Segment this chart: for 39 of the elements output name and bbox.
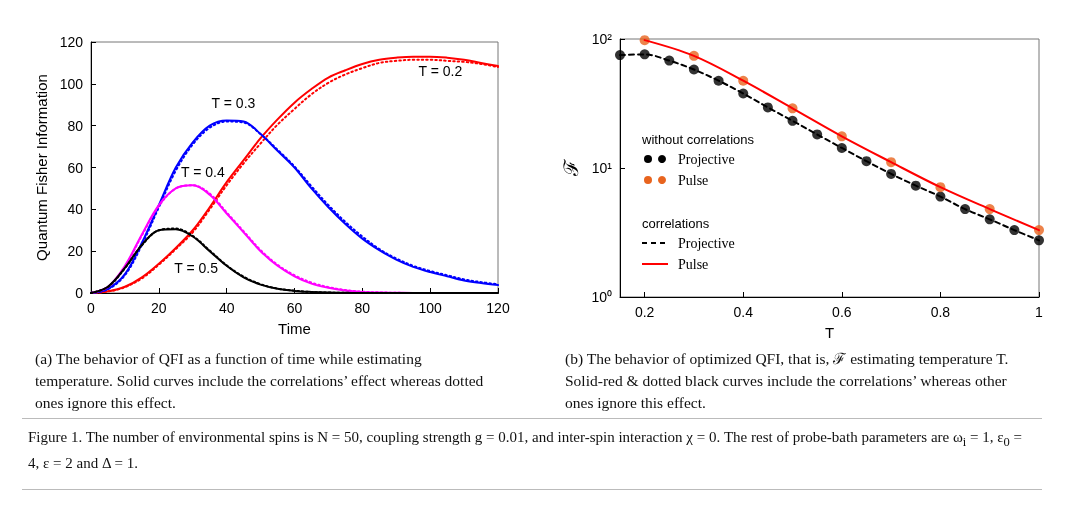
y-tick-label: 120 — [59, 34, 84, 50]
y-tick-label: 40 — [67, 201, 84, 218]
x-tick-label: 60 — [286, 300, 303, 316]
legend-label: Pulse — [678, 256, 709, 272]
y-tick-label: 80 — [67, 117, 84, 134]
y-tick-label: 10⁰ — [591, 289, 612, 305]
annotation: T = 0.3 — [211, 94, 256, 111]
text: Figure 1. The number of environmental spins is N = 50, coupling strength g = 0.01, and inter-spin interaction χ = 0. The rest of probe-bath parameters are ω$_{i}$ = 1, ε$_{0}$ = 4, ε = 2 and Δ = 1. — [28, 429, 1023, 471]
annotation: T = 0.5 — [174, 259, 219, 276]
y-tick-label: 100 — [59, 75, 84, 92]
x-tick-label: 1 — [1035, 304, 1044, 320]
x-tick-label: 20 — [151, 300, 167, 316]
y-tick-label: 10² — [591, 31, 613, 47]
text: correlations — [642, 215, 710, 231]
text: (a) The behavior of QFI as a function of time while estimating temperature. Solid curves include the correlations’ effect whereas dotted ones ignore this effect. — [35, 349, 485, 413]
x-tick-label: 80 — [354, 300, 371, 316]
x-axis-title: T — [824, 324, 835, 341]
x-tick-label: 0.8 — [930, 304, 951, 320]
y-tick-label: 20 — [67, 243, 84, 260]
x-tick-label: 40 — [218, 300, 235, 316]
x-axis-title: Time — [278, 320, 311, 337]
x-tick-label: 100 — [418, 300, 443, 316]
x-tick-label: 0.4 — [733, 304, 754, 320]
legend-label: Projective — [678, 151, 735, 167]
x-tick-label: 0.2 — [634, 304, 655, 320]
text: without correlations — [642, 131, 754, 147]
y-axis-title: ℱ — [558, 159, 583, 177]
annotation: T = 0.2 — [418, 63, 463, 80]
y-tick-label: 10¹ — [591, 160, 613, 176]
text: (b) The behavior of optimized QFI, that is, ℱ estimating temperature T. Solid-red & dotted black curves include the correlations’ whereas other ones ignore this effect. — [565, 349, 1010, 413]
y-tick-label: 60 — [67, 159, 84, 176]
annotation: T = 0.4 — [181, 163, 225, 180]
legend-label: Pulse — [678, 172, 709, 188]
legend-label: Projective — [678, 235, 735, 251]
x-tick-label: 0 — [87, 300, 96, 316]
y-tick-label: 0 — [75, 285, 84, 301]
x-tick-label: 0.6 — [832, 304, 852, 320]
y-axis-title: Quantum Fisher Information — [32, 74, 50, 261]
x-tick-label: 120 — [486, 300, 510, 316]
